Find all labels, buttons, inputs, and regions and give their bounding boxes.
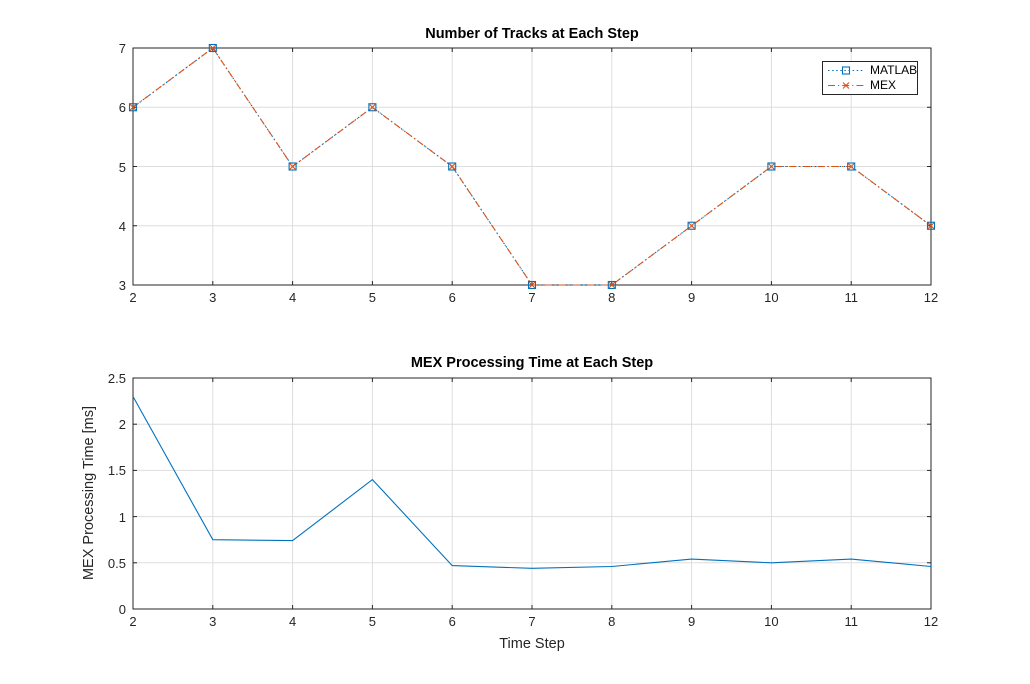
x-tick-label: 10 <box>764 290 779 305</box>
x-tick-label: 9 <box>687 290 696 305</box>
x-tick-label: 3 <box>209 290 217 305</box>
y-tick-label: 1 <box>118 509 126 525</box>
legend-item-label: MATLAB <box>870 63 918 77</box>
x-tick-label: 11 <box>844 290 858 305</box>
y-tick-label: 0 <box>118 602 126 617</box>
x-tick-label: 10 <box>764 614 779 629</box>
marker-square <box>448 162 457 171</box>
y-tick-label: 6 <box>118 100 126 116</box>
marker-x <box>842 82 850 89</box>
legend-sample-mex <box>828 82 864 89</box>
y-tick-label: 0.5 <box>107 555 126 571</box>
marker-x <box>448 163 456 170</box>
x-tick-label: 2 <box>129 614 137 629</box>
x-tick-label: 8 <box>608 290 616 305</box>
x-tick-label: 12 <box>923 290 939 305</box>
marker-x <box>688 222 695 230</box>
x-tick-label: 9 <box>687 614 696 629</box>
legend-item-label: MEX <box>870 78 897 92</box>
marker-square <box>841 66 851 75</box>
x-tick-label: 11 <box>844 614 858 629</box>
marker-square <box>128 103 138 112</box>
marker-square <box>926 221 936 230</box>
chart2-title: MEX Processing Time at Each Step <box>410 355 654 371</box>
chart1-title: Number of Tracks at Each Step <box>425 26 639 42</box>
marker-square <box>288 162 297 171</box>
marker-square <box>607 280 616 290</box>
y-tick-label: 3 <box>118 278 126 293</box>
x-tick-label: 6 <box>448 290 456 305</box>
x-tick-label: 6 <box>448 614 456 629</box>
axes-box <box>132 377 932 610</box>
marker-square <box>767 162 776 171</box>
marker-x <box>129 103 137 111</box>
legend-item-matlab: MATLAB <box>823 63 917 78</box>
marker-x <box>927 222 935 230</box>
chart2-x-axis-label: Time Step <box>499 636 565 652</box>
marker-square <box>368 103 377 112</box>
x-tick-label: 2 <box>129 290 137 305</box>
y-tick-label: 2.5 <box>107 371 126 386</box>
x-tick-label: 7 <box>528 290 536 305</box>
x-tick-label: 3 <box>209 614 217 629</box>
marker-square <box>847 162 856 171</box>
marker-x <box>608 281 616 289</box>
marker-x <box>528 281 536 289</box>
x-tick-label: 5 <box>368 614 376 629</box>
marker-x <box>847 163 855 170</box>
marker-square <box>527 280 537 290</box>
x-tick-label: 4 <box>288 614 297 629</box>
y-tick-label: 5 <box>118 159 126 175</box>
legend: MATLAB MEX <box>822 61 918 95</box>
marker-x <box>289 163 296 170</box>
x-tick-label: 12 <box>923 614 939 629</box>
x-tick-label: 7 <box>528 614 536 629</box>
marker-x <box>369 103 376 111</box>
x-tick-label: 5 <box>368 290 376 305</box>
legend-sample-matlab <box>828 66 864 75</box>
y-tick-label: 4 <box>118 218 126 234</box>
x-tick-label: 4 <box>288 290 297 305</box>
marker-x <box>209 44 217 52</box>
y-tick-label: 1.5 <box>107 463 126 479</box>
marker-x <box>768 163 775 170</box>
marker-square <box>208 43 217 53</box>
series-line-series0 <box>132 396 932 569</box>
marker-square <box>687 221 696 230</box>
y-tick-label: 7 <box>118 41 126 56</box>
x-tick-label: 8 <box>608 614 616 629</box>
y-tick-label: 2 <box>118 417 126 433</box>
legend-item-mex: MEX <box>823 78 917 93</box>
